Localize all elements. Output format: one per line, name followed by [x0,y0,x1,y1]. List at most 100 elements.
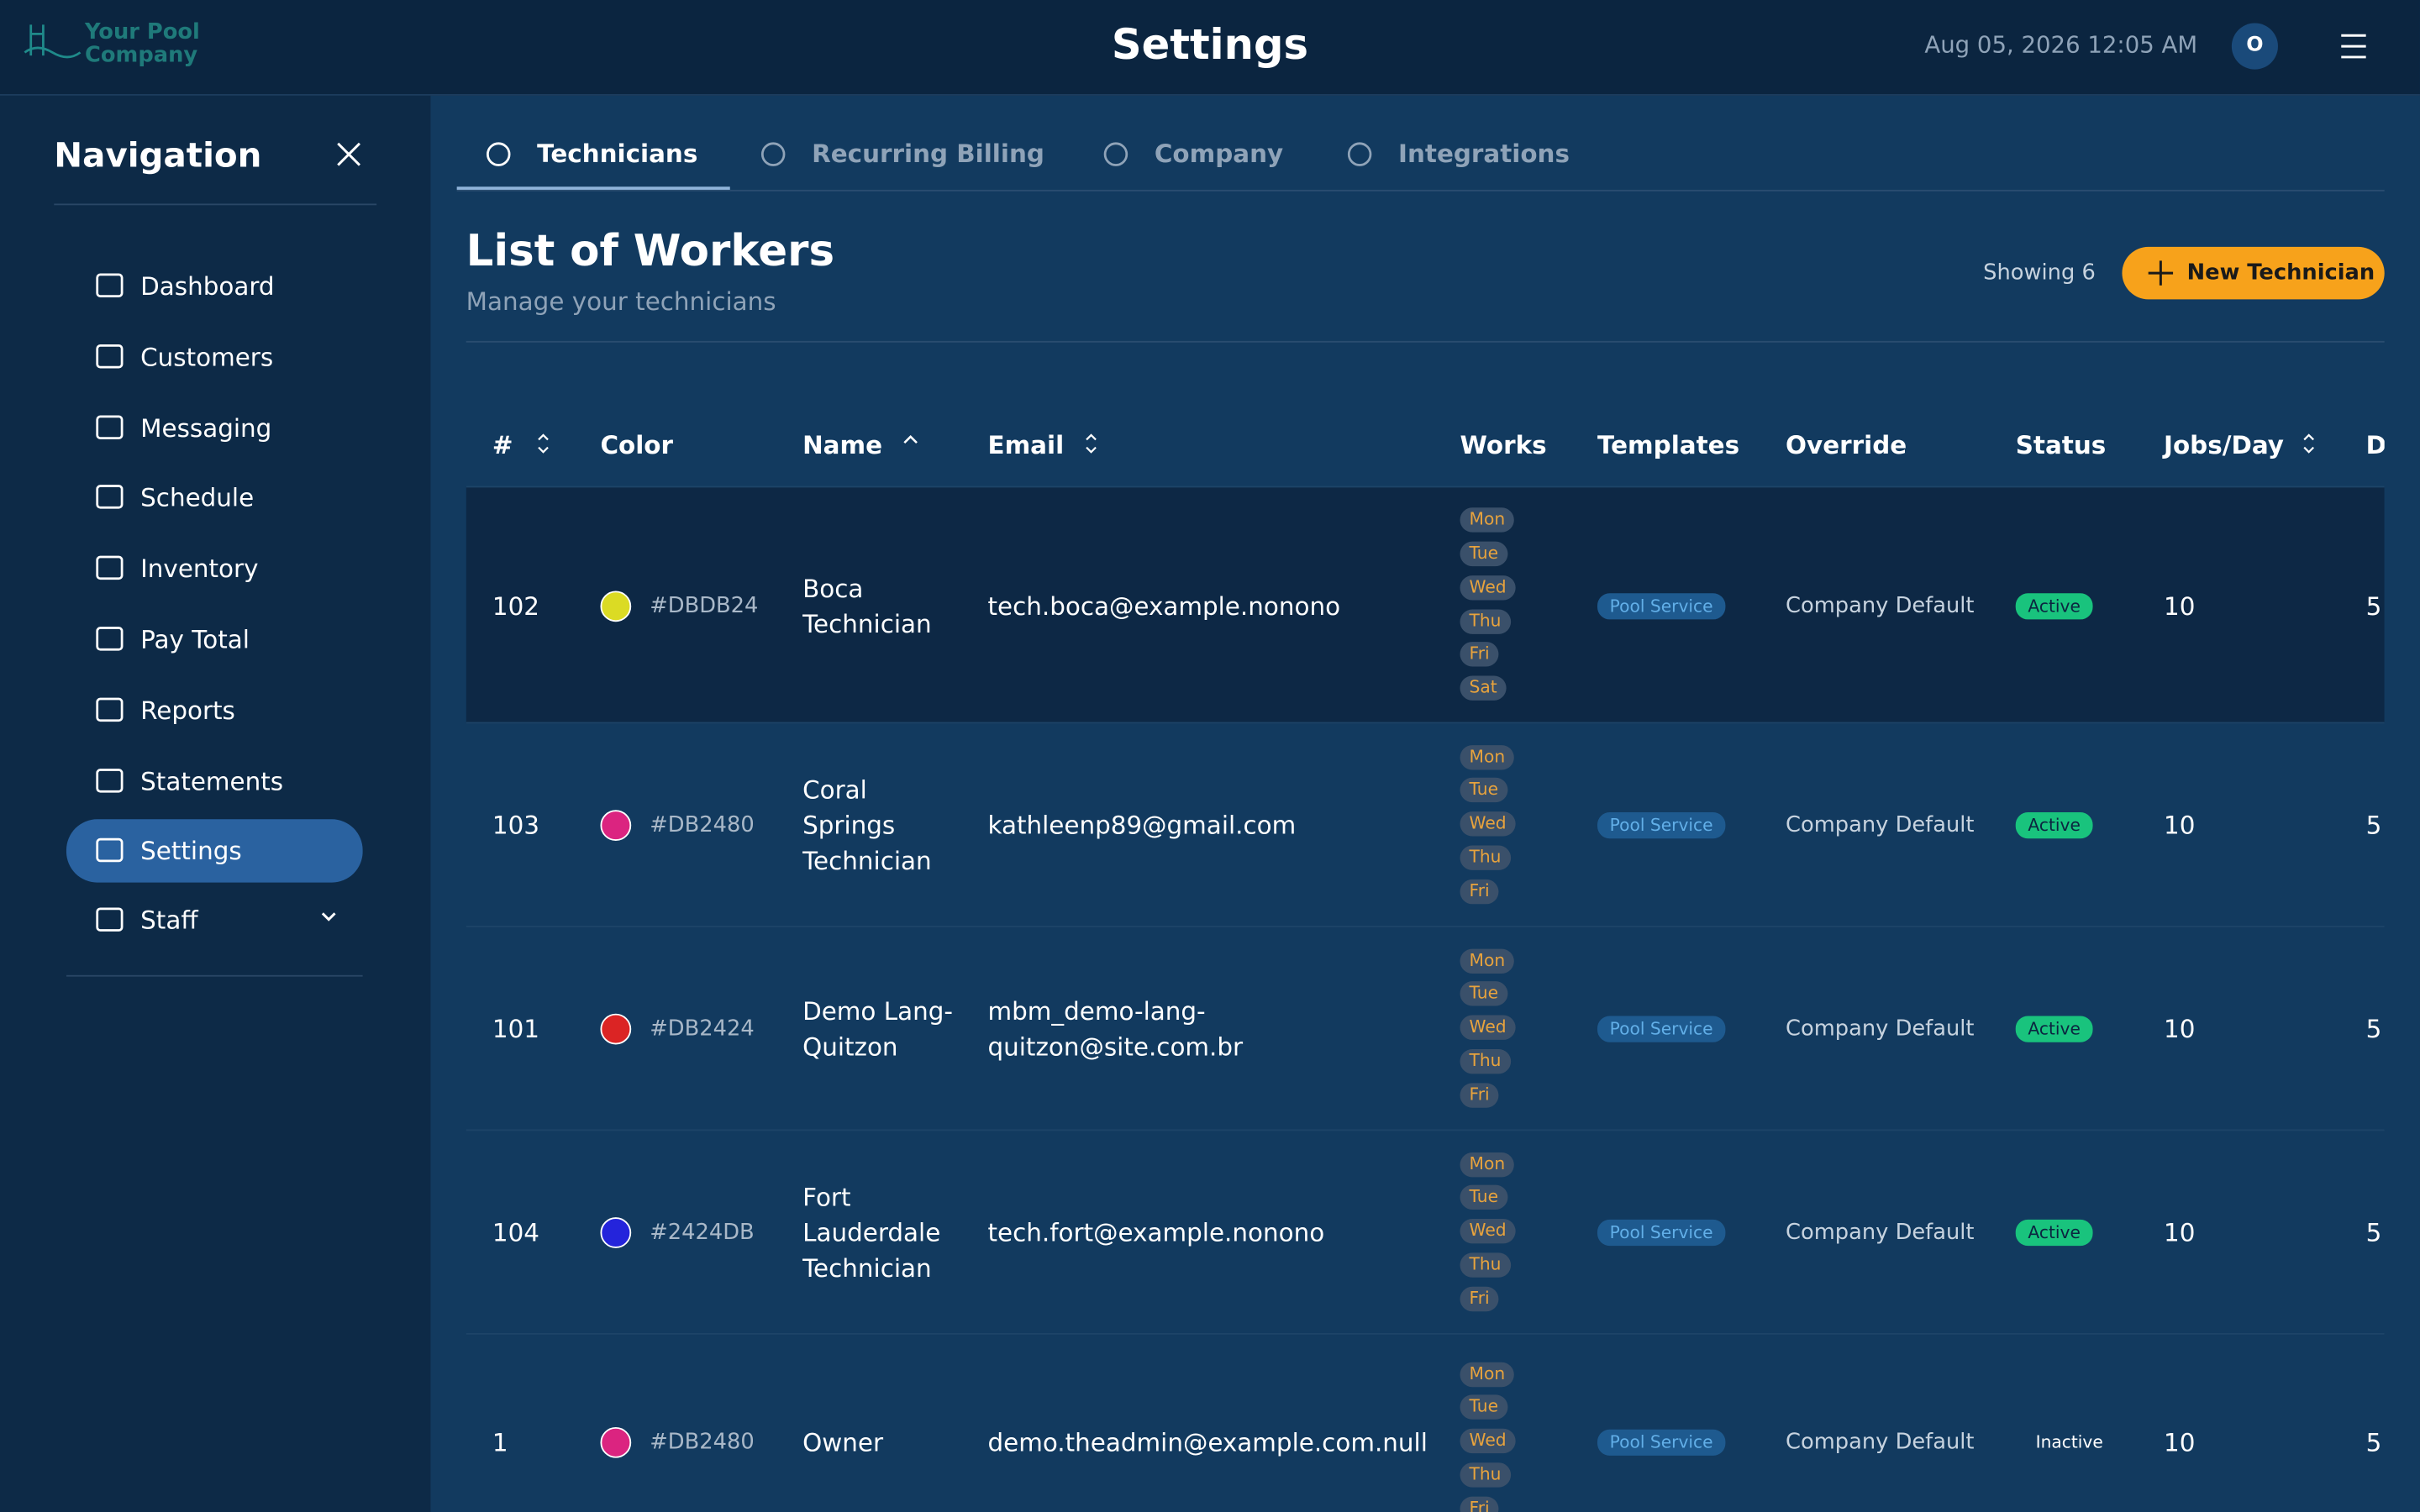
tab[interactable]: Integrations [1398,139,1570,169]
tab-icon [487,142,511,166]
nav-item[interactable]: Schedule [66,466,363,529]
tech-id: 102 [492,591,540,621]
section-subtitle: Manage your technicians [466,286,776,317]
close-button[interactable] [336,142,367,173]
nav-icon [96,344,124,369]
day-pill: Mon [1460,1152,1515,1177]
day-pill: Fri [1460,879,1499,904]
template-pill: Pool Service [1597,812,1726,839]
tech-email: tech.fort@example.nonono [987,1218,1325,1247]
day-pill: Fri [1460,1496,1499,1512]
override: Company Default [1786,1016,1975,1042]
color-swatch [600,1013,632,1045]
day-pill: Thu [1460,608,1511,633]
nav-item[interactable]: Statements [66,749,363,812]
menu-button[interactable] [2339,31,2370,62]
color-swatch [600,1426,632,1458]
nav-label: Customers [140,342,274,372]
sort-icon [903,434,918,444]
nav-item[interactable]: Reports [66,679,363,742]
nav-label: Pay Total [140,624,250,654]
showing-count: Showing 6 [1983,260,2096,286]
jobs-per-day: 10 [2164,591,2196,621]
tech-name: Boca Technician [802,573,932,638]
tech-email: kathleenp89@gmail.com [987,811,1297,841]
tech-id: 104 [492,1218,540,1247]
column-header: Color [600,430,674,460]
nav-item[interactable]: Pay Total [66,608,363,671]
status-pill: Active [2015,1219,2093,1247]
nav-item[interactable]: Inventory [66,538,363,601]
tech-name: Coral Springs Technician [802,774,932,876]
nav-item[interactable]: Messaging [66,396,363,459]
day-pill: Thu [1460,1462,1511,1488]
nav-label: Dashboard [140,271,275,302]
tech-email: demo.theadmin@example.com.null [987,1427,1428,1457]
column-header[interactable]: Name [802,430,883,460]
tech-name: Owner [802,1427,884,1457]
sort-icon [2303,433,2314,454]
color-hex: #DB2480 [650,1430,755,1456]
button-label: New Technician [2186,260,2375,286]
day-pill: Thu [1460,1048,1511,1074]
tab-icon [1103,142,1128,166]
nav-icon [96,414,124,439]
page-title: Settings [1111,21,1309,70]
column-header[interactable]: Email [987,430,1065,460]
jobs-per-day: 10 [2164,1218,2196,1247]
day-pill: Mon [1460,744,1515,769]
column-header: Status [2015,430,2107,460]
plus-icon [2148,260,2174,286]
template-pill: Pool Service [1597,1219,1726,1247]
new-button[interactable]: New Technician [2122,246,2385,300]
day-pill: Wed [1460,1219,1516,1244]
divider [54,203,377,206]
nav-item[interactable]: Dashboard [66,255,363,318]
avatar[interactable]: O [2231,23,2278,70]
tab[interactable]: Company [1154,139,1284,169]
nav-label: Staff [140,906,198,936]
last-column: 5 [2365,591,2382,621]
column-header[interactable]: Jobs/Day [2164,430,2284,460]
tech-id: 103 [492,811,540,841]
column-header[interactable]: # [492,430,513,460]
color-swatch [600,810,632,842]
day-pill: Wed [1460,1428,1516,1454]
nav-label: Schedule [140,483,255,513]
table-row: 104 #2424DB Fort Lauderdale Technician tech… [466,1129,2385,1334]
jobs-per-day: 10 [2164,1427,2196,1457]
day-pill: Wed [1460,575,1516,600]
column-header: Works [1460,430,1547,460]
logo-text: Company [85,43,198,68]
status-pill: Active [2015,592,2093,619]
color-hex: #DBDB24 [650,593,759,618]
day-pill: Tue [1460,541,1508,566]
column-header: D [2365,430,2385,460]
tab[interactable]: Recurring Billing [812,139,1044,169]
nav-item[interactable]: Customers [66,325,363,388]
sort-icon [1086,433,1097,454]
color-hex: #2424DB [650,1220,755,1246]
header [0,0,2420,96]
day-pill: Tue [1460,1185,1508,1210]
logo-text: Your Pool [85,19,200,45]
tab-icon [760,142,786,166]
nav-icon [96,273,124,298]
day-pill: Wed [1460,1015,1516,1041]
tab[interactable]: Technicians [537,139,698,169]
divider [466,340,2385,343]
table-row: 1 #DB2480 Owner demo.theadmin@example.com.n… [466,1332,2385,1512]
last-column: 5 [2365,1218,2382,1247]
table-row: 103 #DB2480 Coral Springs Technician kathle… [466,722,2385,927]
tech-email: mbm_demo-lang-quitzon@site.com.br [987,996,1244,1062]
last-column: 5 [2365,1014,2382,1044]
nav-item[interactable]: Settings [66,820,363,884]
tech-id: 1 [492,1427,508,1457]
color-hex: #DB2424 [650,1016,755,1042]
template-pill: Pool Service [1597,592,1726,619]
divider [66,974,363,977]
nav-item[interactable]: Staff [66,889,363,952]
nav-label: Reports [140,695,235,725]
datetime: Aug 05, 2026 12:05 AM [1924,30,2198,59]
day-pill: Mon [1460,948,1515,974]
